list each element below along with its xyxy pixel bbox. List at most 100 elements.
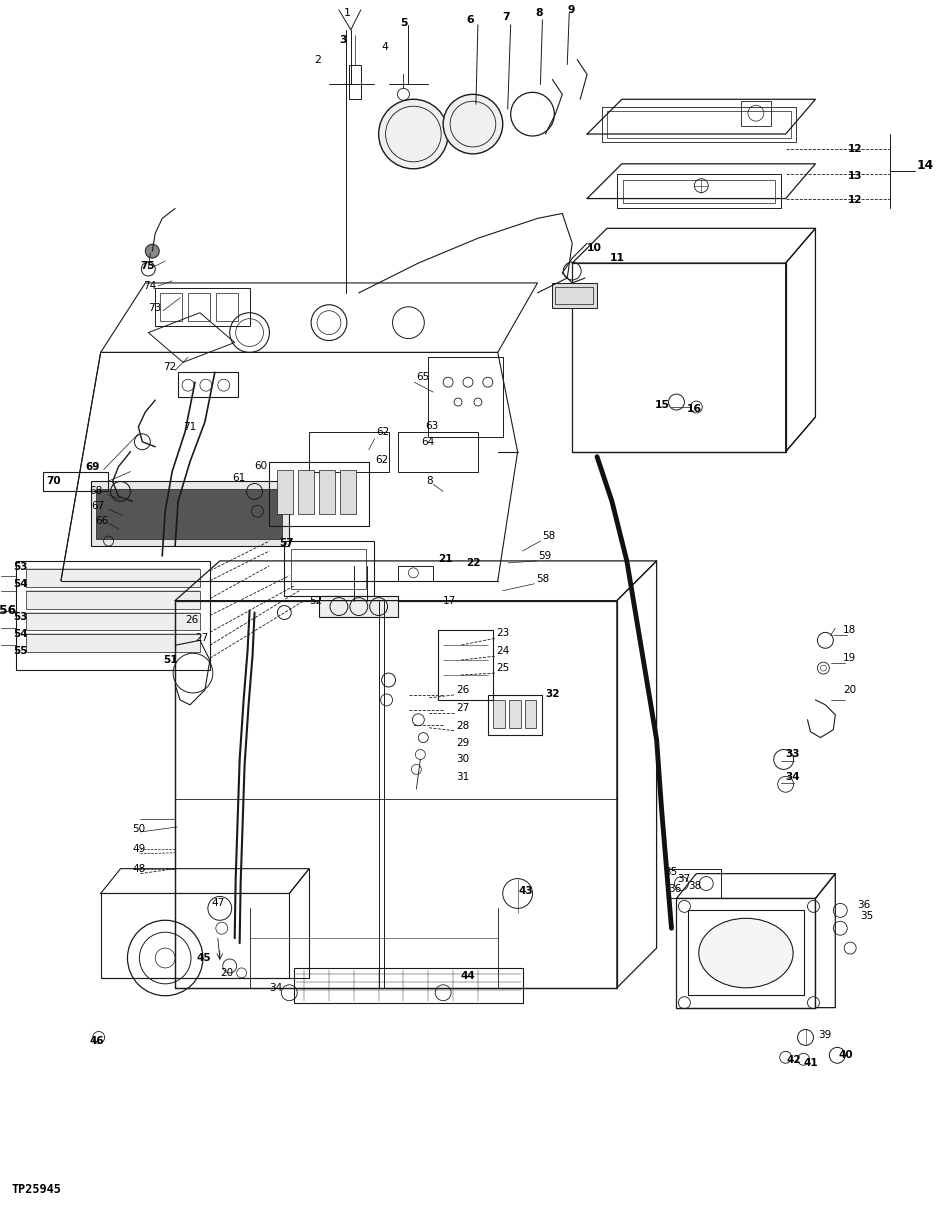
Bar — [294, 968, 522, 1002]
Bar — [555, 287, 593, 304]
Text: 35: 35 — [860, 911, 873, 921]
Bar — [95, 490, 283, 539]
Bar — [270, 462, 369, 526]
Text: 70: 70 — [46, 476, 61, 486]
Text: 69: 69 — [86, 462, 100, 471]
Bar — [319, 469, 335, 514]
Bar — [178, 372, 238, 398]
Text: 6: 6 — [466, 15, 474, 25]
Bar — [741, 102, 770, 126]
Text: 67: 67 — [92, 502, 105, 511]
Bar — [677, 898, 815, 1007]
Text: 7: 7 — [503, 12, 510, 22]
Text: 33: 33 — [785, 749, 800, 760]
Bar — [688, 910, 803, 995]
Text: 25: 25 — [496, 663, 509, 673]
Bar — [16, 561, 210, 670]
Text: 1: 1 — [344, 8, 351, 18]
Text: 74: 74 — [143, 281, 156, 291]
Circle shape — [145, 245, 159, 258]
Text: 31: 31 — [456, 772, 469, 782]
Text: 44: 44 — [460, 971, 475, 981]
Text: 57: 57 — [279, 538, 294, 548]
Text: 2: 2 — [314, 55, 321, 64]
Text: 38: 38 — [688, 881, 702, 891]
Text: 9: 9 — [567, 5, 575, 15]
Text: 4: 4 — [382, 41, 388, 52]
Text: 52: 52 — [309, 595, 322, 606]
Bar — [607, 112, 791, 138]
Text: 58: 58 — [536, 573, 549, 584]
Text: 32: 32 — [546, 688, 560, 699]
Text: 73: 73 — [148, 303, 162, 313]
Text: 43: 43 — [519, 886, 534, 897]
Text: 27: 27 — [456, 703, 469, 713]
Text: 24: 24 — [496, 646, 509, 656]
Bar — [26, 590, 200, 608]
Text: 29: 29 — [456, 738, 469, 748]
Bar — [429, 358, 503, 436]
Text: 64: 64 — [421, 436, 434, 447]
Text: 5: 5 — [401, 18, 408, 28]
Bar — [277, 469, 293, 514]
Bar — [175, 601, 617, 988]
Text: 39: 39 — [818, 1030, 832, 1040]
Bar — [508, 699, 520, 727]
Ellipse shape — [699, 919, 793, 988]
Bar — [155, 288, 250, 326]
Text: 10: 10 — [587, 244, 602, 253]
Bar — [43, 471, 108, 491]
Text: 20: 20 — [843, 685, 856, 694]
Text: 55: 55 — [13, 646, 28, 656]
Bar — [438, 630, 492, 699]
Text: 26: 26 — [456, 685, 469, 694]
Bar — [285, 541, 373, 595]
Bar — [666, 869, 721, 898]
Text: 30: 30 — [456, 754, 469, 765]
Text: 16: 16 — [686, 404, 701, 415]
Text: 45: 45 — [197, 953, 212, 964]
Text: 68: 68 — [89, 486, 102, 497]
Text: 63: 63 — [425, 421, 439, 431]
Text: 60: 60 — [255, 461, 268, 470]
Bar — [91, 481, 289, 547]
Bar — [602, 107, 796, 142]
Text: 36: 36 — [857, 901, 870, 910]
Text: 11: 11 — [610, 253, 625, 263]
Bar — [622, 179, 775, 202]
Bar — [26, 634, 200, 652]
Text: 61: 61 — [233, 473, 246, 482]
Text: 34: 34 — [270, 983, 283, 993]
Text: TP25945: TP25945 — [11, 1183, 61, 1196]
Text: 62: 62 — [376, 427, 390, 436]
Bar — [160, 293, 183, 321]
Bar — [399, 566, 433, 581]
Text: 41: 41 — [803, 1058, 818, 1068]
Text: 42: 42 — [786, 1056, 801, 1065]
Text: 46: 46 — [90, 1036, 105, 1046]
Text: 53: 53 — [13, 562, 28, 572]
Circle shape — [443, 95, 503, 154]
Text: 62: 62 — [375, 454, 388, 464]
Text: 54: 54 — [13, 629, 28, 640]
Bar — [399, 431, 478, 471]
Text: 75: 75 — [140, 261, 155, 271]
Text: 26: 26 — [185, 616, 198, 625]
Text: 17: 17 — [443, 595, 457, 606]
Text: 56: 56 — [0, 604, 17, 617]
Text: 36: 36 — [668, 884, 681, 893]
Bar — [309, 431, 388, 471]
Text: 53: 53 — [13, 612, 28, 623]
Text: 65: 65 — [417, 372, 430, 382]
Bar — [26, 612, 200, 630]
Text: 37: 37 — [678, 874, 691, 884]
Text: 20: 20 — [220, 968, 233, 978]
Bar — [617, 173, 781, 208]
Text: 71: 71 — [183, 422, 197, 431]
Text: 47: 47 — [212, 898, 225, 909]
Bar — [524, 699, 536, 727]
Text: 58: 58 — [543, 531, 556, 541]
Text: 72: 72 — [163, 362, 177, 372]
Text: 59: 59 — [538, 551, 551, 561]
Bar — [552, 282, 597, 308]
